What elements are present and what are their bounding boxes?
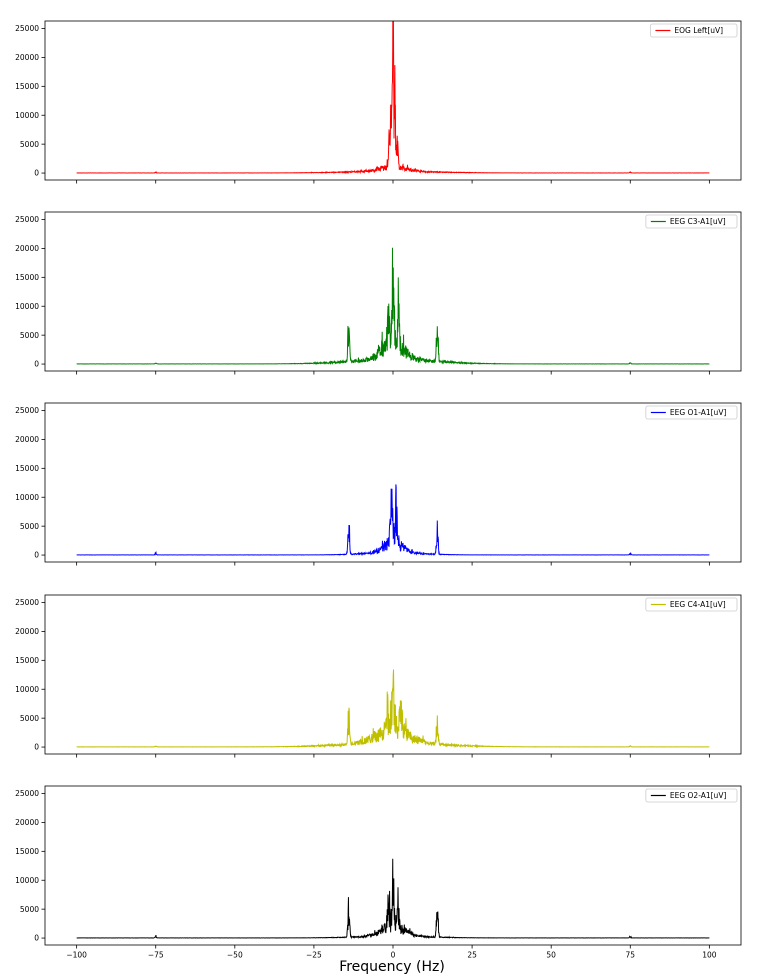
- y-tick-label: 0: [34, 169, 39, 178]
- y-tick-label: 10000: [15, 876, 39, 885]
- y-tick-label: 5000: [20, 331, 39, 340]
- y-tick-label: 20000: [15, 627, 39, 636]
- y-tick-label: 10000: [15, 111, 39, 120]
- y-tick-label: 5000: [20, 905, 39, 914]
- y-tick-label: 15000: [15, 82, 39, 91]
- legend-box: [645, 405, 738, 420]
- y-tick-label: 25000: [15, 789, 39, 798]
- y-tick-label: 10000: [15, 302, 39, 311]
- x-tick-label: −100: [66, 951, 87, 960]
- x-tick-label: −75: [148, 951, 164, 960]
- legend-box: [645, 597, 738, 612]
- y-tick-label: 20000: [15, 244, 39, 253]
- x-tick-label: −25: [306, 951, 322, 960]
- legend-label: EEG O2-A1[uV]: [670, 791, 727, 800]
- subplot-4: 0 5000 10000 15000 20000 25000 EEG C4-A1[uV]: [15, 594, 742, 758]
- y-tick-label: 10000: [15, 685, 39, 694]
- y-tick-label: 20000: [15, 818, 39, 827]
- series-line: [76, 21, 710, 175]
- y-tick-label: 15000: [15, 273, 39, 282]
- y-tick-label: 10000: [15, 493, 39, 502]
- subplot-3: 0 5000 10000 15000 20000 25000 EEG O1-A1[uV]: [15, 402, 742, 566]
- y-tick-label: 0: [34, 743, 39, 752]
- x-tick-label: 25: [467, 951, 477, 960]
- legend: EEG O2-A1[uV]: [645, 788, 738, 803]
- y-tick-label: 15000: [15, 464, 39, 473]
- y-tick-label: 0: [34, 360, 39, 369]
- legend-box: [645, 788, 738, 803]
- legend-label: EEG C4-A1[uV]: [670, 600, 726, 609]
- y-tick-label: 25000: [15, 24, 39, 33]
- legend-label: EOG Left[uV]: [674, 26, 723, 35]
- y-tick-label: 0: [34, 551, 39, 560]
- series-line: [76, 247, 710, 366]
- series-line: [76, 669, 710, 749]
- y-tick-label: 5000: [20, 714, 39, 723]
- x-tick-label: 0: [391, 951, 396, 960]
- y-tick-label: 25000: [15, 406, 39, 415]
- subplot-5: 0 5000 10000 15000 20000 25000 −100 −75 −50 −25 0 2…: [15, 785, 742, 960]
- y-tick-label: 15000: [15, 847, 39, 856]
- series-line: [76, 484, 710, 557]
- y-tick-label: 5000: [20, 522, 39, 531]
- legend: EEG O1-A1[uV]: [645, 405, 738, 420]
- legend-box: [645, 214, 738, 229]
- legend-label: EEG C3-A1[uV]: [670, 217, 726, 226]
- legend: EEG C3-A1[uV]: [645, 214, 738, 229]
- legend: EEG C4-A1[uV]: [645, 597, 738, 612]
- y-tick-label: 5000: [20, 140, 39, 149]
- y-tick-label: 20000: [15, 53, 39, 62]
- subplot-1: 0 5000 10000 15000 20000 25000 EOG Left[uV]: [15, 20, 742, 184]
- x-tick-label: 100: [702, 951, 717, 960]
- x-tick-label: −50: [227, 951, 243, 960]
- y-tick-label: 15000: [15, 656, 39, 665]
- x-axis-label: Frequency (Hz): [339, 959, 445, 975]
- series-line: [76, 858, 710, 940]
- legend-box: [650, 23, 738, 38]
- y-tick-label: 0: [34, 934, 39, 943]
- legend-label: EEG O1-A1[uV]: [670, 408, 727, 417]
- y-tick-label: 25000: [15, 598, 39, 607]
- x-tick-label: 75: [625, 951, 635, 960]
- y-tick-label: 20000: [15, 435, 39, 444]
- subplot-2: 0 5000 10000 15000 20000 25000 EEG C3-A1[uV]: [15, 211, 742, 375]
- y-tick-label: 25000: [15, 215, 39, 224]
- legend: EOG Left[uV]: [650, 23, 738, 38]
- x-tick-label: 50: [546, 951, 556, 960]
